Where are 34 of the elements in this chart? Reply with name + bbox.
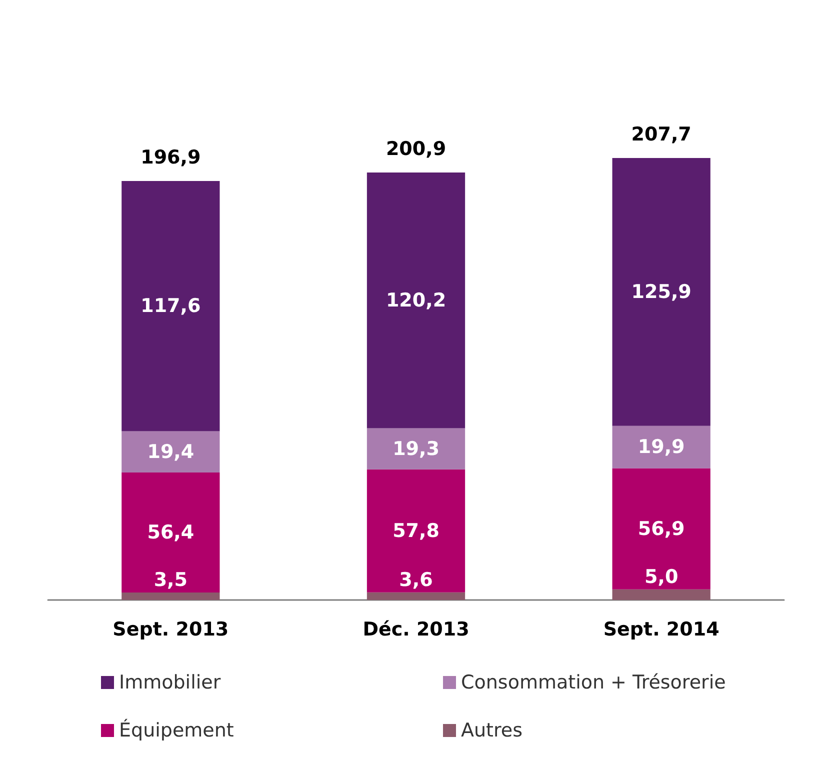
bar <box>122 180 220 432</box>
data-label: 57,8 <box>392 520 440 542</box>
bar <box>122 472 220 593</box>
data-label: 5,0 <box>644 566 678 588</box>
data-label: 120,2 <box>386 289 446 312</box>
data-label: 19,3 <box>392 438 440 460</box>
total-label: 207,7 <box>631 124 692 146</box>
bar <box>366 428 466 470</box>
data-label: 19,9 <box>638 436 685 458</box>
data-label: 56,4 <box>147 522 194 544</box>
data-label: 125,9 <box>631 280 692 303</box>
bar <box>366 592 466 600</box>
x-tick-label: Déc. 2013 <box>362 618 470 640</box>
bar <box>612 468 710 590</box>
data-label: 19,4 <box>147 440 194 463</box>
bar <box>366 469 466 592</box>
data-label: 3,6 <box>399 568 433 591</box>
legend-label: Immobilier <box>119 672 221 694</box>
legend-label: Équipement <box>119 718 234 742</box>
x-tick-label: Sept. 2013 <box>112 618 229 640</box>
total-label: 200,9 <box>386 138 446 160</box>
legend-label: Autres <box>461 720 522 742</box>
x-tick-label: Sept. 2014 <box>603 618 720 640</box>
total-label: 196,9 <box>140 146 201 168</box>
bar <box>612 426 710 468</box>
bar <box>122 592 220 600</box>
data-label: 56,9 <box>638 518 685 540</box>
legend-label: Consommation + Trésorerie <box>461 672 726 694</box>
bar <box>612 589 710 600</box>
bar <box>122 431 220 473</box>
data-label: 3,5 <box>154 569 188 592</box>
bar <box>612 158 710 426</box>
bar <box>366 172 466 428</box>
data-label: 117,6 <box>140 295 201 318</box>
